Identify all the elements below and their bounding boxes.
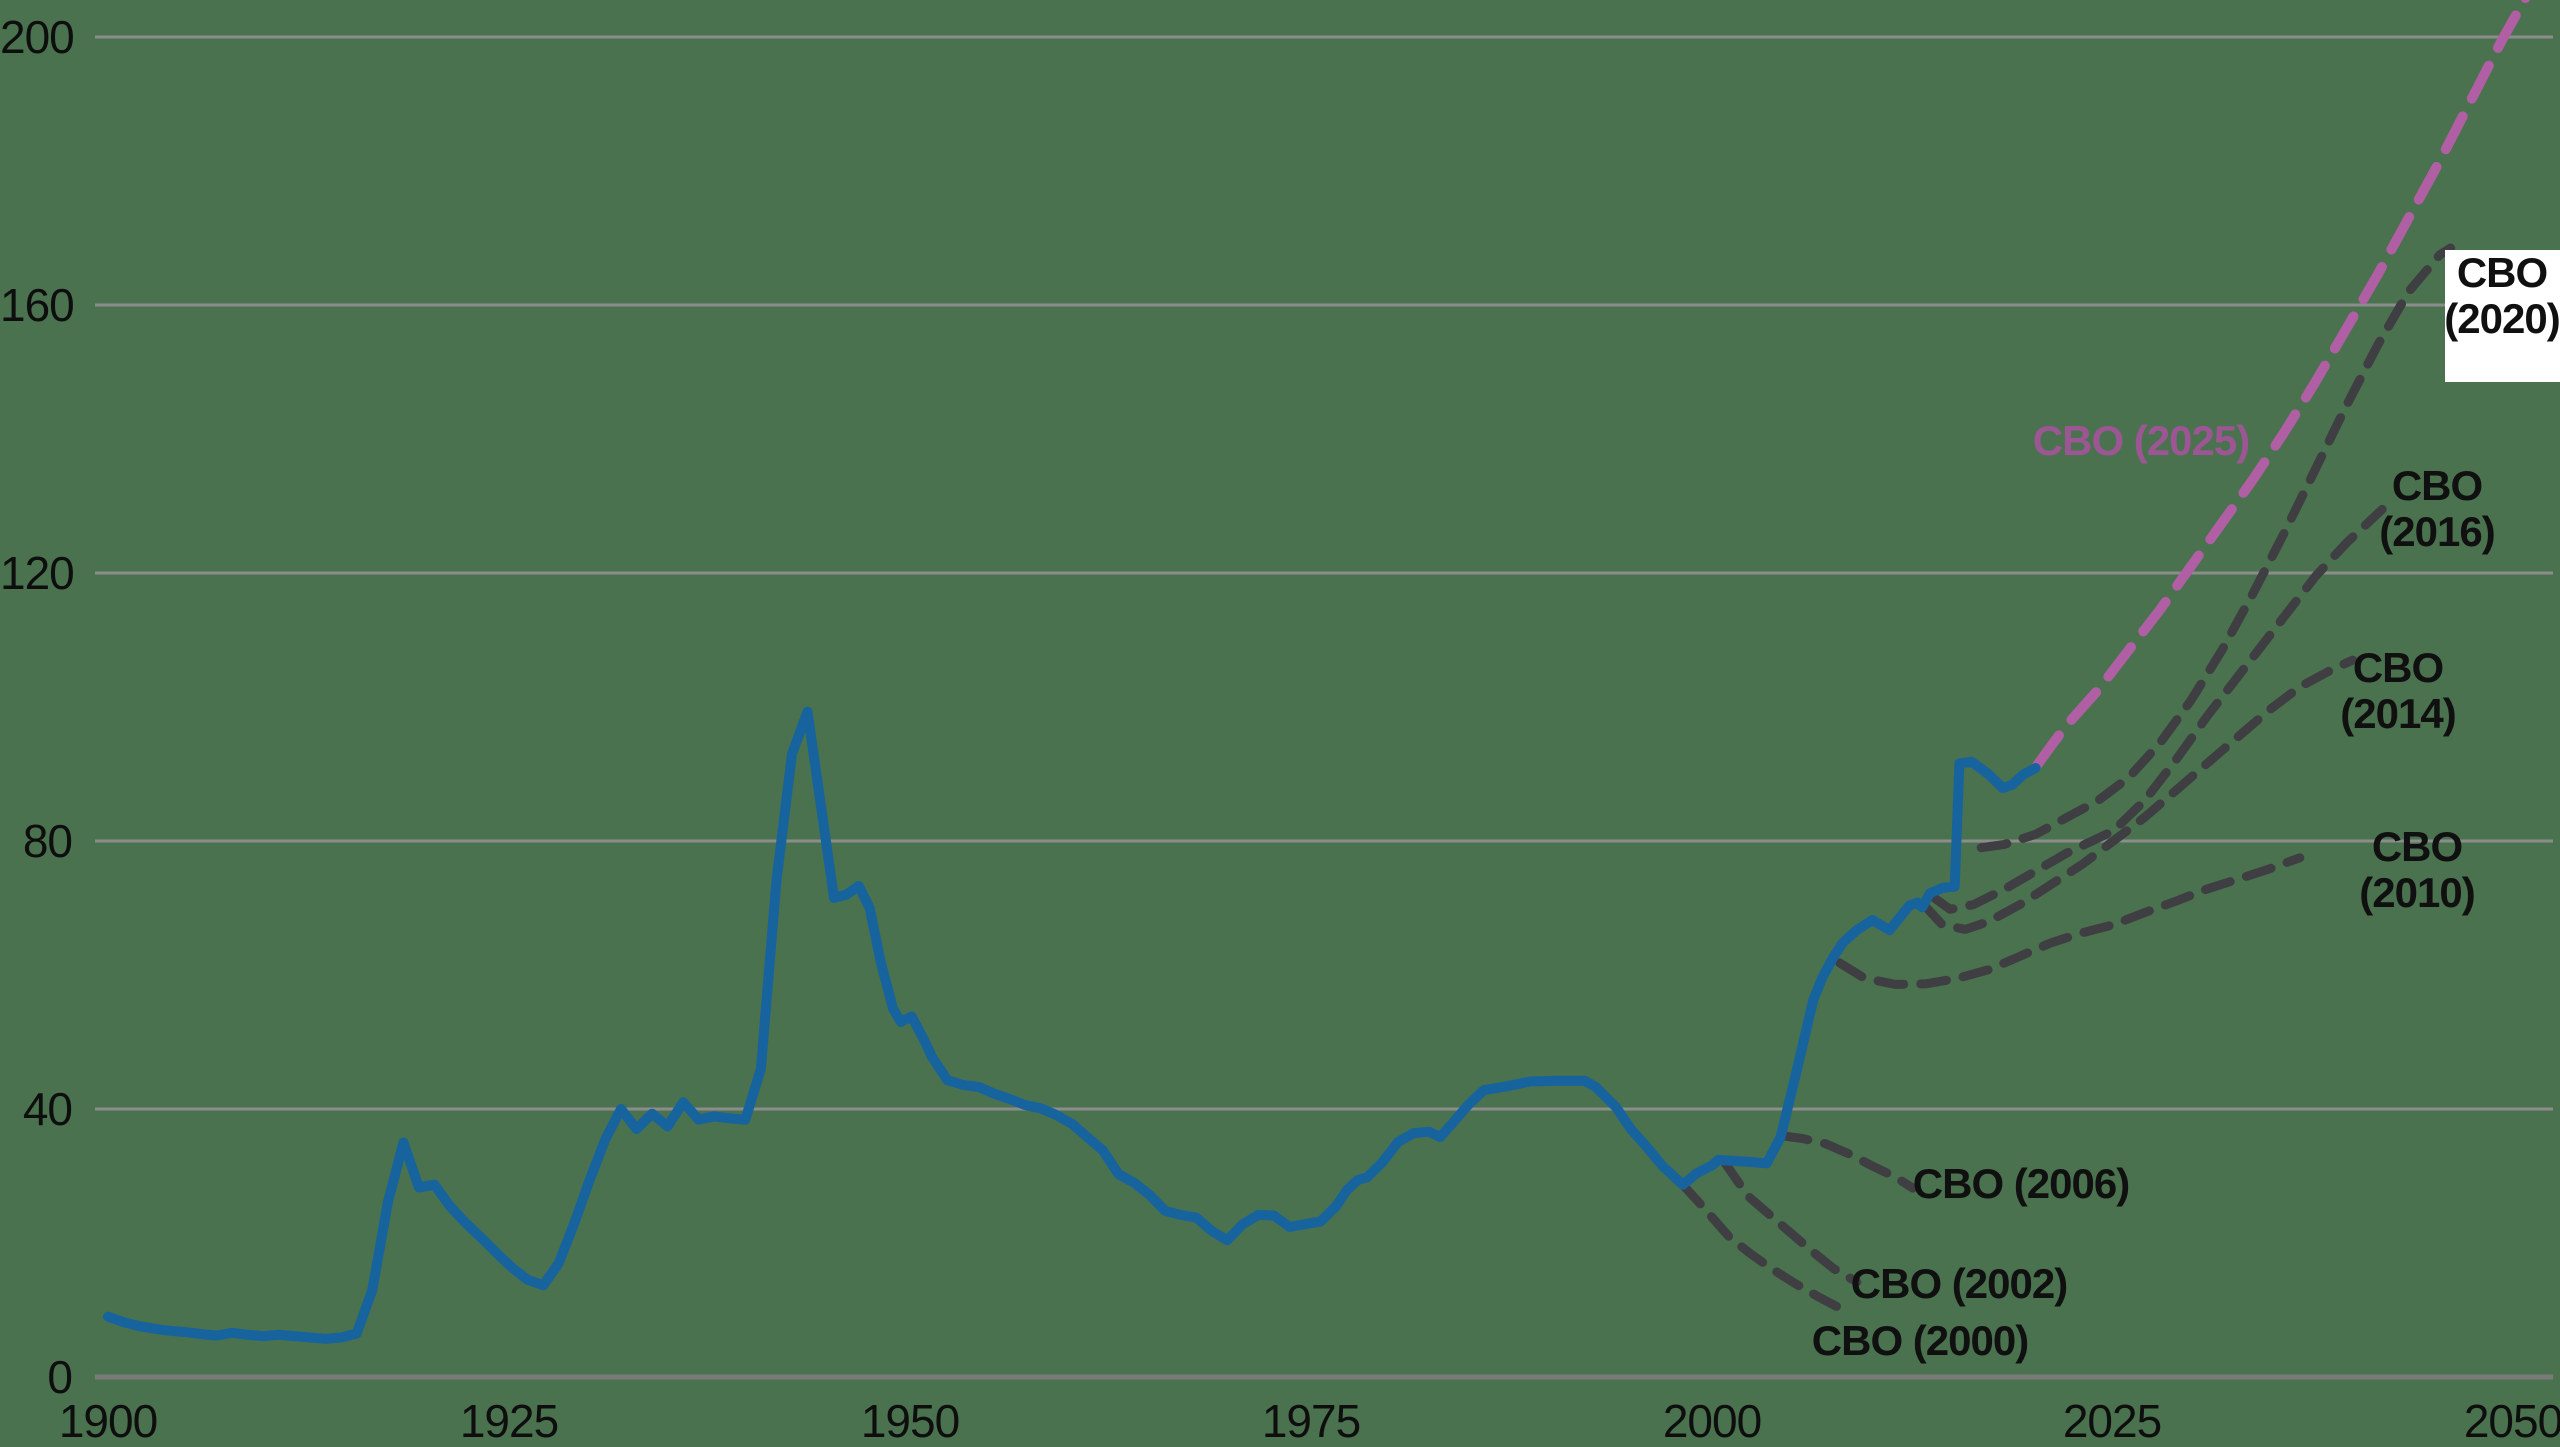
series-line-1 — [1720, 1158, 1862, 1287]
series-line-7 — [2032, 0, 2531, 771]
y-tick-label: 160 — [0, 279, 75, 331]
series-line-3 — [1835, 853, 2305, 989]
series-label-2002: CBO (2002) — [1850, 1260, 2068, 1307]
x-tick-label: 2000 — [1662, 1395, 1762, 1447]
series-line-6 — [1976, 243, 2456, 853]
x-tick-label: 2025 — [2062, 1395, 2162, 1447]
y-tick-label: 80 — [22, 815, 73, 867]
x-tick-label: 1900 — [58, 1395, 158, 1447]
series-line-8 — [103, 706, 2041, 1344]
series-label-2016: CBO (2016) — [2379, 462, 2495, 555]
y-tick-label: 200 — [0, 11, 75, 63]
series-label-2000: CBO (2000) — [1811, 1317, 2029, 1364]
x-tick-label: 1950 — [860, 1395, 960, 1447]
x-tick-label: 1925 — [459, 1395, 559, 1447]
x-tick-label: 2050 — [2463, 1395, 2560, 1447]
y-tick-label: 40 — [22, 1083, 73, 1135]
y-tick-label: 120 — [0, 547, 75, 599]
series-label-2010: CBO (2010) — [2359, 823, 2475, 916]
series-label-2025: CBO (2025) — [2032, 417, 2250, 464]
y-tick-label: 0 — [47, 1351, 73, 1403]
series-line-2 — [1777, 1131, 1918, 1193]
series-label-2014: CBO (2014) — [2340, 644, 2456, 737]
series-label-2020: CBO (2020) — [2444, 249, 2560, 342]
series-line-4 — [1919, 655, 2358, 934]
series-label-background — [2445, 250, 2560, 382]
x-tick-label: 1975 — [1261, 1395, 1361, 1447]
series-line-5 — [1926, 504, 2387, 914]
series-label-2006: CBO (2006) — [1912, 1160, 2130, 1207]
series-line-0 — [1678, 1180, 1843, 1312]
